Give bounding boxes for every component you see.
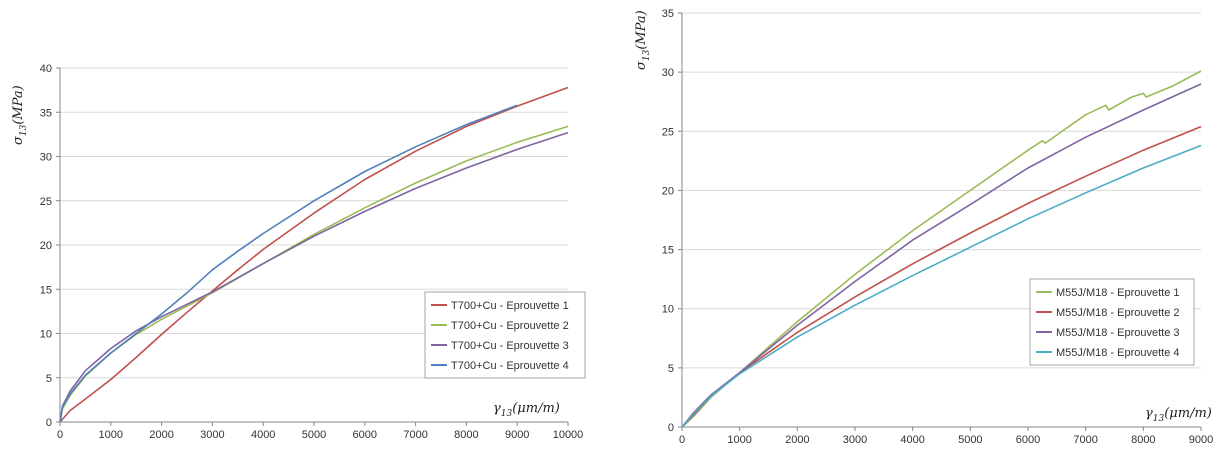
x-tick-label: 9000 bbox=[505, 429, 529, 441]
x-tick-label: 7000 bbox=[403, 429, 427, 441]
y-tick-label: 30 bbox=[40, 152, 52, 164]
series-line-4 bbox=[681, 144, 1202, 428]
x-tick-label: 3000 bbox=[200, 429, 224, 441]
series-line-4 bbox=[59, 104, 518, 423]
series-line-1 bbox=[59, 86, 569, 423]
x-tick-label: 4000 bbox=[251, 429, 275, 441]
legend-entry: T700+Cu - Eprouvette 1 bbox=[451, 300, 569, 312]
x-tick-label: 1000 bbox=[727, 434, 751, 446]
legend: M55J/M18 - Eprouvette 1 M55J/M18 - Eprouv… bbox=[1029, 278, 1195, 366]
y-tick-label: 40 bbox=[40, 63, 52, 75]
y-tick-label: 15 bbox=[662, 245, 674, 257]
x-tick-label: 8000 bbox=[1131, 434, 1155, 446]
x-tick-label: 9000 bbox=[1189, 434, 1213, 446]
legend-entry: M55J/M18 - Eprouvette 2 bbox=[1056, 307, 1180, 319]
x-tick-label: 3000 bbox=[843, 434, 867, 446]
chart-1: 0 5 10 15 20 25 30 35 40 0 1000 2000 3000 4000 5000 600… bbox=[11, 63, 586, 441]
x-tick-label: 8000 bbox=[454, 429, 478, 441]
y-tick-label: 0 bbox=[668, 422, 674, 434]
legend-entry: T700+Cu - Eprouvette 3 bbox=[451, 340, 569, 352]
x-tick-label: 10000 bbox=[553, 429, 584, 441]
x-axis-label: γ13(μm/m) bbox=[493, 401, 560, 419]
series-line-3 bbox=[59, 131, 569, 423]
legend-entry: M55J/M18 - Eprouvette 1 bbox=[1056, 287, 1180, 299]
y-tick-label: 10 bbox=[662, 304, 674, 316]
x-tick-label: 7000 bbox=[1073, 434, 1097, 446]
y-tick-label: 25 bbox=[662, 126, 674, 138]
y-tick-label: 5 bbox=[46, 373, 52, 385]
y-tick-label: 0 bbox=[46, 417, 52, 429]
y-axis-label: σ13(MPa) bbox=[634, 10, 652, 70]
x-tick-label: 2000 bbox=[149, 429, 173, 441]
x-tick-label: 5000 bbox=[958, 434, 982, 446]
y-tick-label: 20 bbox=[662, 185, 674, 197]
y-tick-label: 10 bbox=[40, 329, 52, 341]
x-axis-label: γ13(μm/m) bbox=[1145, 406, 1212, 424]
x-tick-label: 0 bbox=[679, 434, 685, 446]
legend-entry: M55J/M18 - Eprouvette 3 bbox=[1056, 327, 1180, 339]
x-tick-label: 0 bbox=[57, 429, 63, 441]
y-tick-label: 15 bbox=[40, 284, 52, 296]
legend-box bbox=[1029, 278, 1195, 366]
y-tick-label: 5 bbox=[668, 363, 674, 375]
x-tick-label: 6000 bbox=[1016, 434, 1040, 446]
y-axis-label: σ13(MPa) bbox=[11, 85, 29, 145]
y-tick-label: 25 bbox=[40, 196, 52, 208]
legend: T700+Cu - Eprouvette 1 T700+Cu - Eprouvet… bbox=[424, 291, 586, 379]
y-tick-label: 35 bbox=[662, 8, 674, 20]
y-tick-label: 20 bbox=[40, 240, 52, 252]
x-tick-label: 4000 bbox=[900, 434, 924, 446]
legend-entry: M55J/M18 - Eprouvette 4 bbox=[1056, 347, 1180, 359]
y-tick-label: 35 bbox=[40, 107, 52, 119]
x-tick-label: 6000 bbox=[353, 429, 377, 441]
legend-entry: T700+Cu - Eprouvette 4 bbox=[451, 360, 569, 372]
x-tick-label: 2000 bbox=[785, 434, 809, 446]
legend-entry: T700+Cu - Eprouvette 2 bbox=[451, 320, 569, 332]
chart-2: 0 5 10 15 20 25 30 35 0 1000 2000 3000 4000 5000 6000 7… bbox=[634, 8, 1213, 446]
legend-box bbox=[424, 291, 586, 379]
x-tick-label: 1000 bbox=[99, 429, 123, 441]
x-tick-label: 5000 bbox=[302, 429, 326, 441]
series-line-2 bbox=[59, 125, 569, 423]
y-tick-label: 30 bbox=[662, 67, 674, 79]
